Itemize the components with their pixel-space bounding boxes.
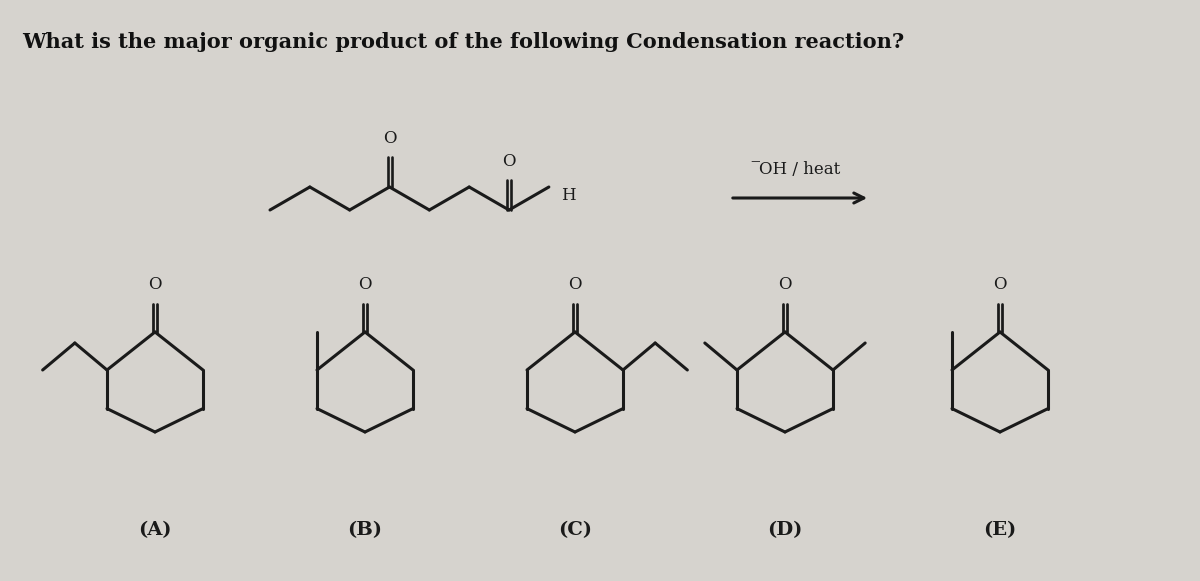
Text: (D): (D) bbox=[767, 521, 803, 539]
Text: O: O bbox=[569, 276, 582, 293]
Text: O: O bbox=[149, 276, 162, 293]
Text: (A): (A) bbox=[138, 521, 172, 539]
Text: (E): (E) bbox=[983, 521, 1016, 539]
Text: O: O bbox=[994, 276, 1007, 293]
Text: O: O bbox=[383, 130, 396, 147]
Text: ̅OH / heat: ̅OH / heat bbox=[760, 161, 841, 178]
Text: (B): (B) bbox=[348, 521, 383, 539]
Text: (C): (C) bbox=[558, 521, 592, 539]
Text: O: O bbox=[359, 276, 372, 293]
Text: O: O bbox=[503, 153, 516, 170]
Text: H: H bbox=[560, 187, 576, 203]
Text: What is the major organic product of the following Condensation reaction?: What is the major organic product of the… bbox=[22, 32, 905, 52]
Text: O: O bbox=[779, 276, 792, 293]
